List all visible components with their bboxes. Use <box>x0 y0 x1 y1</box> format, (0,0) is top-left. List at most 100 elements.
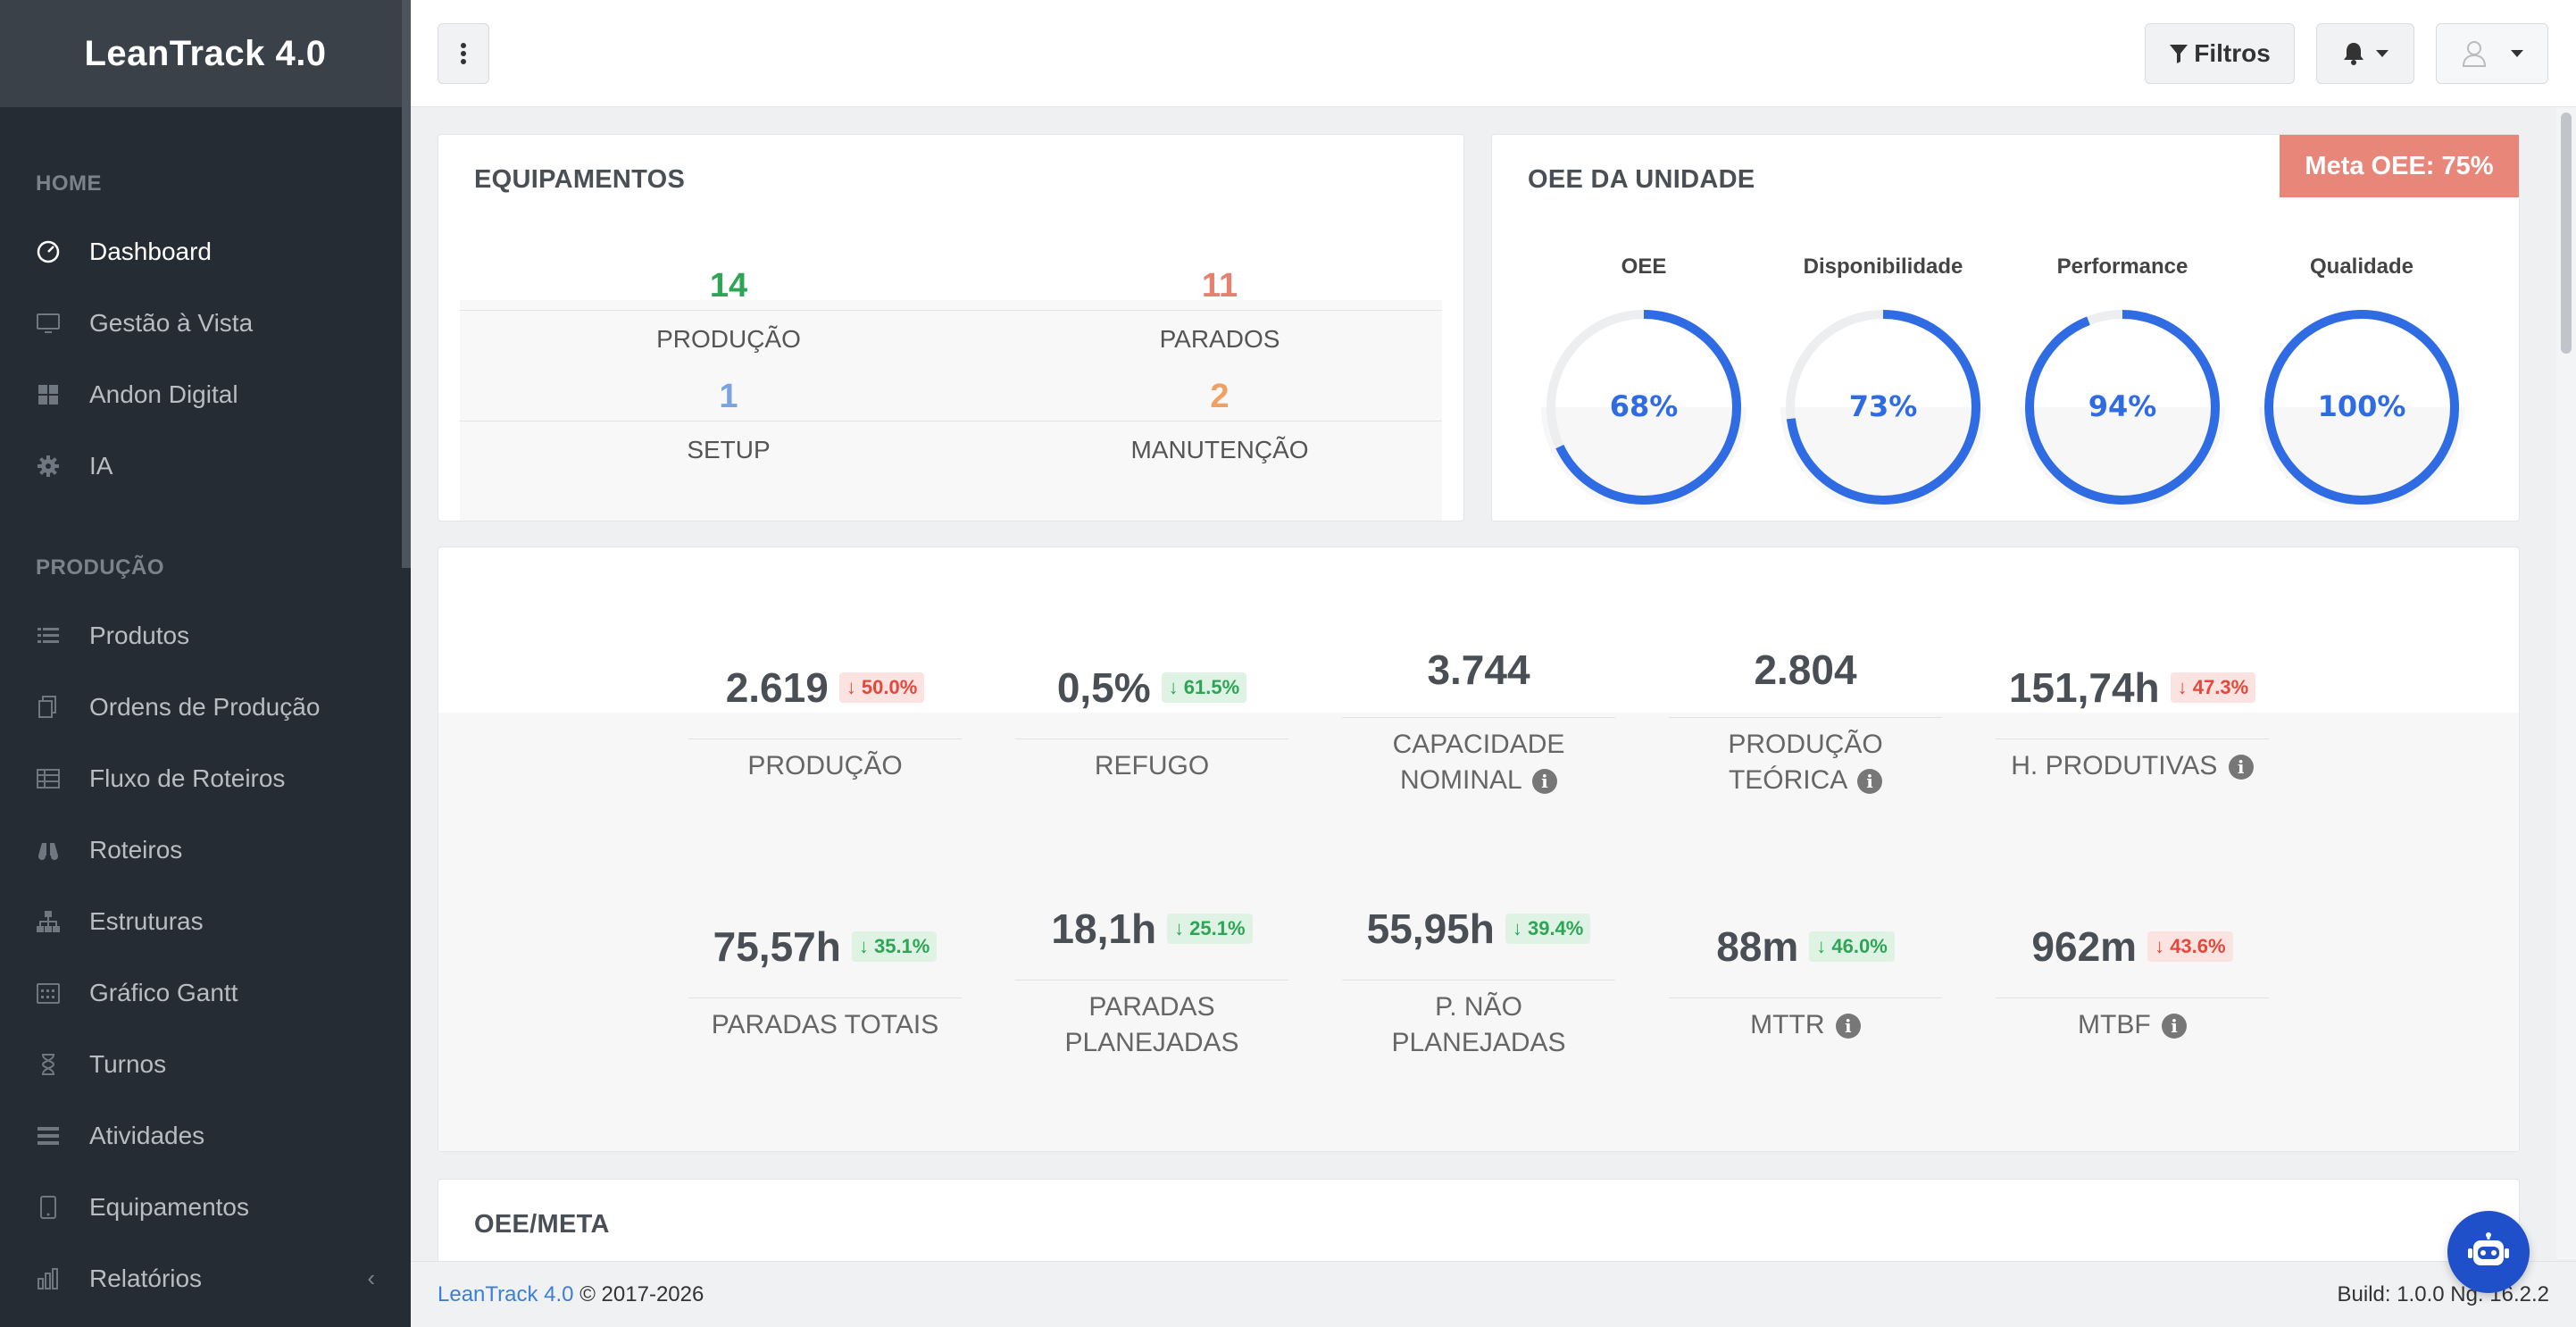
info-icon[interactable]: i <box>2162 1014 2187 1039</box>
equipment-stat: 11 PARADOS <box>974 267 1465 354</box>
copy-icon <box>34 693 63 722</box>
gauge-value-arc <box>2264 310 2459 505</box>
equipment-stat: 2 MANUTENÇÃO <box>974 378 1465 464</box>
sidebar-item-label: Turnos <box>89 1050 167 1078</box>
divider <box>1342 980 1615 981</box>
kpi-producao: 2.619 ↓ 50.0% PRODUÇÃO <box>688 664 962 784</box>
sidebar-item-fluxo-de-roteiros[interactable]: Fluxo de Roteiros <box>0 743 411 814</box>
footer: LeanTrack 4.0 © 2017-2026 Build: 1.0.0 N… <box>411 1261 2576 1327</box>
kpi-p-nao-planejadas: 55,95h ↓ 39.4% P. NÃO PLANEJADAS <box>1342 905 1615 1061</box>
kpi-label-line: CAPACIDADE <box>1392 730 1565 759</box>
kpi-value: 55,95h <box>1366 906 1495 952</box>
sidebar-item-estruturas[interactable]: Estruturas <box>0 886 411 957</box>
kpi-trend-badge: ↓ 25.1% <box>1167 914 1253 944</box>
gear-icon <box>34 452 63 480</box>
kpi-h-produtivas: 151,74h ↓ 47.3% H. PRODUTIVAS i <box>1996 664 2269 784</box>
divider <box>460 310 1442 311</box>
equipment-card-title: EQUIPAMENTOS <box>474 165 686 194</box>
menu-button[interactable] <box>438 23 489 84</box>
sidebar-item-label: Fluxo de Roteiros <box>89 764 286 792</box>
kpi-label: PRODUÇÃO TEÓRICA i <box>1669 727 1942 798</box>
page-scrollbar[interactable] <box>2556 107 2576 1259</box>
robot-icon <box>2468 1232 2509 1265</box>
kpi-card: 2.619 ↓ 50.0% PRODUÇÃO 0,5% ↓ 61.5% REFUGO 3.7… <box>438 547 2520 1152</box>
sidebar-item-relatorios[interactable]: Relatórios ‹ <box>0 1243 411 1314</box>
equipment-card-background <box>460 300 1442 521</box>
kpi-label-line: MTBF i <box>1996 1007 2269 1043</box>
tablet-icon <box>34 1193 63 1222</box>
kpi-label: PARADAS PLANEJADAS <box>1015 989 1288 1061</box>
sidebar-item-label: IA <box>89 452 113 480</box>
kpi-value: 0,5% <box>1056 664 1151 711</box>
info-icon[interactable]: i <box>1835 1014 1861 1039</box>
sidebar-item-label: Relatórios <box>89 1264 203 1292</box>
divider <box>1669 717 1942 718</box>
sidebar-item-label: Produtos <box>89 622 190 649</box>
sidebar-item-atividades[interactable]: Atividades <box>0 1100 411 1172</box>
kpi-label-line: MTTR i <box>1669 1007 1942 1043</box>
sidebar-scrollbar[interactable] <box>402 0 411 568</box>
info-icon[interactable]: i <box>1531 769 1557 795</box>
sidebar-item-turnos[interactable]: Turnos <box>0 1029 411 1100</box>
gauge-ring: 68% <box>1541 310 1747 510</box>
kpi-label-line: REFUGO <box>1094 751 1210 780</box>
kpi-paradas-totais: 75,57h ↓ 35.1% PARADAS TOTAIS <box>688 922 962 1043</box>
kpi-trend-badge: ↓ 43.6% <box>2147 931 2233 962</box>
footer-brand-link[interactable]: LeanTrack 4.0 <box>438 1281 574 1306</box>
kpi-mttr: 88m ↓ 46.0% MTTR i <box>1669 922 1942 1043</box>
divider <box>1015 980 1288 981</box>
sidebar-item-dashboard[interactable]: Dashboard <box>0 216 411 288</box>
kpi-value: 18,1h <box>1051 906 1157 952</box>
sidebar-item-equipamentos[interactable]: Equipamentos <box>0 1172 411 1243</box>
kpi-label: PRODUÇÃO <box>688 748 962 784</box>
chevron-left-icon[interactable]: ‹ <box>367 1264 375 1291</box>
sidebar-item-label: Dashboard <box>89 238 212 265</box>
notifications-button[interactable] <box>2316 23 2414 84</box>
sidebar-item-label: Gestão à Vista <box>89 309 254 337</box>
divider <box>1342 717 1615 718</box>
brand-logo[interactable]: LeanTrack 4.0 <box>0 0 411 107</box>
gauge-value-text: 94% <box>2088 389 2157 423</box>
sidebar-item-produtos[interactable]: Produtos <box>0 600 411 672</box>
monitor-icon <box>34 309 63 338</box>
sidebar-item-roteiros[interactable]: Roteiros <box>0 814 411 886</box>
filter-button[interactable]: Filtros <box>2145 23 2295 84</box>
footer-copyright-text: © 2017-2026 <box>579 1281 704 1306</box>
info-icon[interactable]: i <box>1857 769 1883 795</box>
kpi-value: 2.804 <box>1754 647 1857 693</box>
sidebar-item-andon-digital[interactable]: Andon Digital <box>0 359 411 430</box>
sidebar-item-grafico-gantt[interactable]: Gráfico Gantt <box>0 957 411 1029</box>
filter-icon <box>2170 45 2188 63</box>
equipment-stat: 1 SETUP <box>483 378 974 464</box>
sidebar-item-gestao-a-vista[interactable]: Gestão à Vista <box>0 288 411 359</box>
kpi-value: 151,74h <box>2008 664 2160 711</box>
equipment-stat-label: SETUP <box>687 436 771 463</box>
kpi-trend-badge: ↓ 47.3% <box>2170 672 2256 703</box>
kpi-producao-teorica: 2.804 PRODUÇÃO TEÓRICA i <box>1669 646 1942 798</box>
gauge-value-text: 73% <box>1849 389 1918 423</box>
gauge-ring: 94% <box>2020 310 2225 510</box>
gauge-icon <box>34 238 63 266</box>
gauge-value-text: 100% <box>2318 389 2406 423</box>
gauge-label: OEE <box>1621 255 1667 279</box>
sidebar: LeanTrack 4.0 HOME Dashboard Gestão à Vist… <box>0 0 411 1327</box>
kpi-value: 2.619 <box>725 664 829 711</box>
vertical-dots-icon <box>461 43 466 64</box>
sidebar-item-ordens-de-producao[interactable]: Ordens de Produção <box>0 672 411 743</box>
meta-oee-badge: Meta OEE: 75% <box>2280 135 2519 197</box>
filter-label: Filtros <box>2194 39 2271 67</box>
chatbot-button[interactable] <box>2447 1211 2530 1293</box>
oee-meta-card: OEE/META <box>438 1179 2520 1268</box>
sidebar-item-ia[interactable]: IA <box>0 430 411 502</box>
kpi-label-line: P. NÃO <box>1435 992 1522 1022</box>
equipment-stat-value: 11 <box>1201 267 1238 305</box>
equipment-stat-label: PRODUÇÃO <box>656 325 801 353</box>
binoculars-icon <box>34 836 63 864</box>
user-menu-button[interactable] <box>2436 23 2548 84</box>
kpi-label: P. NÃO PLANEJADAS <box>1342 989 1615 1061</box>
chevron-down-icon <box>2376 50 2388 57</box>
scrollbar-thumb[interactable] <box>2561 113 2572 354</box>
gauge-label: Qualidade <box>2309 255 2414 279</box>
info-icon[interactable]: i <box>2228 755 2254 780</box>
gauge-value-text: 68% <box>1610 389 1679 423</box>
